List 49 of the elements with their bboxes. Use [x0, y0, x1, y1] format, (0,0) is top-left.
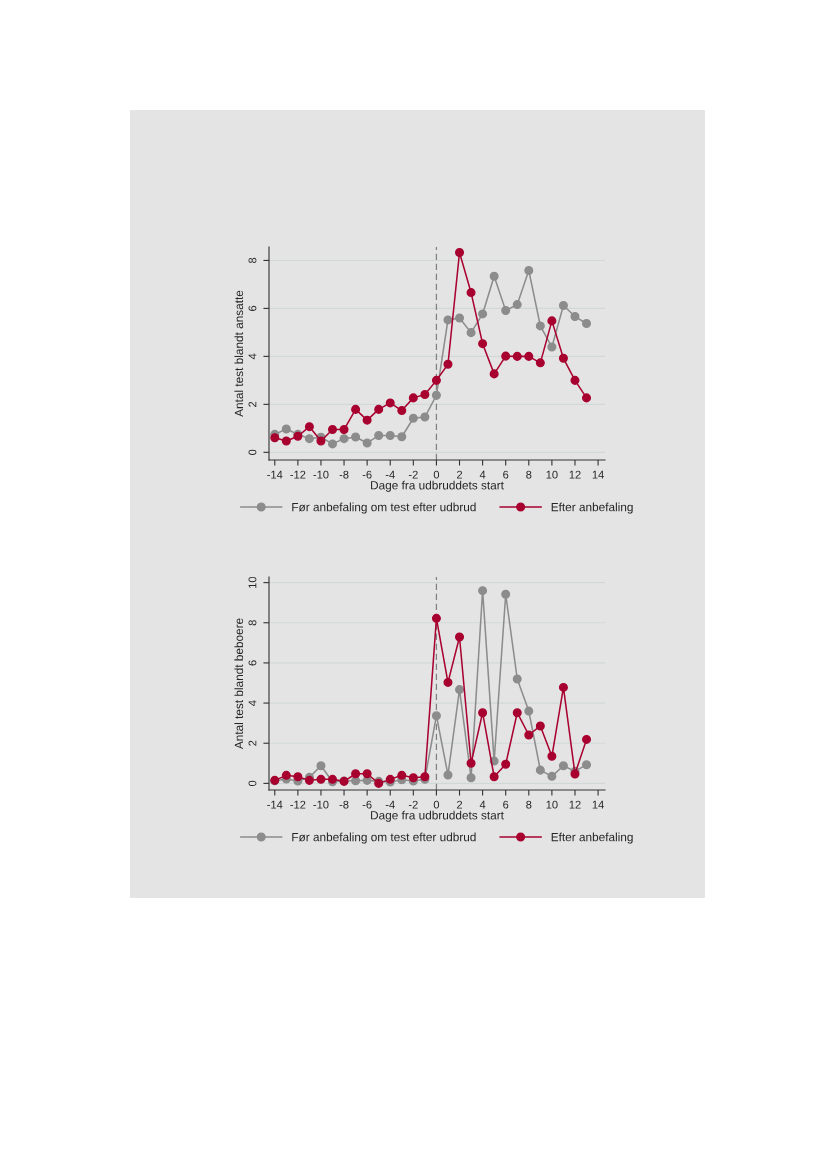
- x-tick-label: -8: [339, 470, 349, 479]
- x-tick-label: 6: [503, 470, 509, 479]
- y-tick-label: 0: [248, 780, 257, 787]
- x-tick-label: 2: [456, 470, 463, 479]
- x-tick-label: 8: [526, 800, 532, 809]
- x-tick-label: -14: [267, 800, 283, 809]
- y-tick-label: 8: [248, 257, 257, 264]
- x-axis-title: Dage fra udbruddets start: [371, 480, 504, 492]
- y-tick-label: 4: [248, 700, 257, 706]
- y-axis-title: Antal test blandt ansatte: [234, 290, 244, 417]
- x-tick-label: -6: [362, 800, 372, 809]
- legend-label: Før anbefaling om test efter udbrud: [292, 832, 476, 844]
- legend-label: Efter anbefaling: [551, 502, 633, 514]
- x-tick-label: -6: [362, 470, 372, 479]
- legend-label: Efter anbefaling: [551, 832, 633, 844]
- y-tick-label: 10: [248, 576, 257, 588]
- y-tick-label: 0: [248, 449, 257, 455]
- x-tick-label: 2: [456, 800, 463, 809]
- x-tick-label: -8: [339, 800, 349, 809]
- y-tick-label: 6: [248, 305, 257, 311]
- x-tick-label: 12: [569, 470, 581, 479]
- x-tick-label: 0: [433, 800, 440, 809]
- x-tick-label: 0: [433, 470, 440, 479]
- x-tick-label: -4: [385, 470, 395, 479]
- y-axis-title: Antal test blandt beboere: [234, 618, 244, 750]
- y-tick-label: 6: [248, 660, 257, 666]
- x-tick-label: -12: [290, 800, 306, 809]
- x-tick-label: 8: [526, 470, 532, 479]
- x-tick-label: 14: [592, 800, 604, 809]
- x-tick-label: 6: [503, 800, 509, 809]
- x-tick-label: 10: [546, 800, 558, 809]
- x-tick-label: 4: [479, 470, 486, 479]
- x-tick-label: -14: [267, 470, 283, 479]
- x-tick-label: -2: [408, 800, 418, 809]
- x-tick-label: -2: [408, 470, 418, 479]
- x-axis-title: Dage fra udbruddets start: [371, 810, 504, 822]
- y-tick-label: 2: [248, 401, 257, 407]
- legend-label: Før anbefaling om test efter udbrud: [292, 502, 476, 514]
- y-tick-label: 2: [248, 740, 257, 746]
- x-tick-label: -12: [290, 470, 306, 479]
- x-tick-label: 14: [592, 470, 604, 479]
- y-tick-label: 8: [248, 620, 257, 626]
- y-tick-label: 4: [248, 353, 257, 360]
- x-tick-label: 10: [546, 470, 558, 479]
- x-tick-label: -4: [385, 800, 395, 809]
- x-tick-label: -10: [313, 470, 329, 479]
- x-tick-label: -10: [313, 800, 329, 809]
- x-tick-label: 4: [479, 800, 486, 809]
- x-tick-label: 12: [569, 800, 581, 809]
